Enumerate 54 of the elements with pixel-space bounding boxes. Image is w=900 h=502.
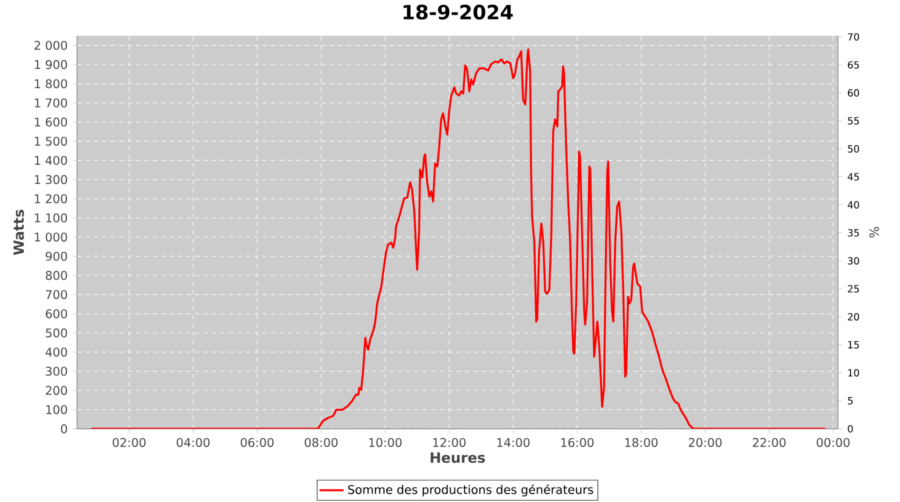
- x-axis-title: Heures: [430, 452, 485, 463]
- y-tick-label: 400: [46, 348, 68, 357]
- y2-tick-label: 0: [848, 425, 853, 433]
- x-tick-label: 06:00: [240, 438, 274, 448]
- y2-tick-label: 5: [848, 397, 853, 405]
- y-tick-label: 0: [61, 424, 68, 434]
- x-tick-label: 08:00: [304, 438, 338, 448]
- y2-tick-label: 20: [848, 313, 860, 321]
- y2-tick-label: 60: [848, 89, 860, 97]
- legend-label: Somme des productions des générateurs: [348, 484, 594, 497]
- y2-tick-label: 45: [848, 173, 859, 181]
- y-tick-label: 2 000: [34, 40, 68, 50]
- y-tick-label: 1 100: [34, 214, 68, 223]
- y-tick-label: 1 300: [34, 175, 68, 184]
- y-tick-label: 1 700: [34, 98, 68, 108]
- y2-tick-label: 25: [848, 285, 859, 293]
- x-tick-label: 10:00: [369, 438, 402, 448]
- x-tick-label: 20:00: [688, 438, 722, 448]
- x-tick-label: 12:00: [433, 438, 466, 448]
- chart-title: 18-9-2024: [404, 4, 513, 20]
- y2-tick-label: 10: [848, 369, 860, 377]
- x-tick-label: 22:00: [752, 438, 786, 448]
- y-tick-label: 1 800: [34, 79, 68, 88]
- y2-tick-label: 35: [848, 229, 859, 237]
- y-tick-label: 1 900: [34, 60, 68, 70]
- y-tick-label: 1 000: [34, 232, 68, 242]
- y2-tick-label: 15: [848, 341, 859, 349]
- y-tick-label: 1 200: [34, 194, 68, 204]
- x-tick-label: 14:00: [497, 438, 530, 448]
- y-tick-label: 1 400: [34, 156, 68, 166]
- y2-tick-label: 40: [848, 201, 860, 209]
- y-tick-label: 600: [46, 309, 68, 318]
- y-tick-label: 900: [46, 252, 68, 261]
- y-tick-label: 100: [46, 405, 68, 414]
- x-tick-label: 16:00: [561, 438, 594, 448]
- x-tick-label: 04:00: [176, 438, 210, 448]
- y-tick-label: 700: [46, 290, 68, 300]
- x-tick-label: 02:00: [112, 438, 146, 448]
- y-tick-label: 500: [46, 328, 68, 338]
- y2-tick-label: 30: [848, 257, 860, 265]
- y-tick-label: 1 600: [34, 118, 68, 127]
- y2-tick-label: 65: [848, 61, 859, 69]
- x-tick-label: 18:00: [625, 438, 658, 448]
- y-tick-label: 1 500: [34, 136, 68, 146]
- y2-axis-title: %: [869, 227, 879, 238]
- y2-tick-label: 70: [848, 33, 860, 41]
- y2-tick-label: 55: [848, 117, 859, 125]
- y2-tick-label: 50: [848, 145, 860, 153]
- y-tick-label: 200: [46, 386, 68, 396]
- line-series: [90, 48, 826, 429]
- y-tick-label: 800: [46, 271, 68, 280]
- x-tick-label: 00:00: [816, 438, 850, 448]
- y-tick-label: 300: [46, 366, 68, 376]
- y-axis-title: Watts: [14, 210, 24, 256]
